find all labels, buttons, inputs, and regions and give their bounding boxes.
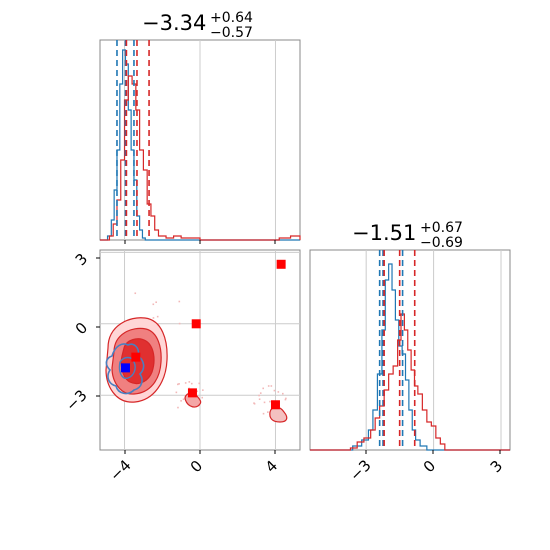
sample-point	[152, 317, 155, 319]
marker-square	[131, 352, 141, 362]
sample-point	[253, 402, 255, 404]
contour-blue-inner	[118, 356, 136, 379]
hist-panel-param1: −3.34 +0.64 −0.57	[99, 10, 301, 244]
sample-point	[182, 398, 185, 401]
sample-point	[284, 398, 287, 401]
sample-point	[258, 398, 261, 401]
hist2-title-plus: +0.67	[420, 220, 463, 236]
hist-panel-param2-quantiles	[378, 250, 416, 450]
hist-panel-param2-grid	[365, 250, 502, 450]
marker-square	[120, 363, 130, 373]
hist1-title-minus: −0.57	[210, 25, 253, 41]
marker-square	[191, 319, 201, 329]
sample-point	[156, 315, 159, 318]
sample-point	[152, 303, 155, 306]
hist-panel-param1-quantiles	[116, 40, 150, 240]
sample-point	[266, 411, 269, 413]
sample-point	[262, 387, 265, 390]
sample-point	[177, 406, 179, 409]
sample-point	[281, 392, 284, 395]
contour-blue	[105, 343, 145, 395]
sample-point	[175, 391, 178, 394]
sample-point	[188, 381, 191, 383]
hist-panel-param1-title: −3.34 +0.64 −0.57	[142, 10, 253, 41]
sample-point	[184, 382, 187, 384]
sample-point	[263, 401, 266, 404]
hist-panel-param2-title: −1.51 +0.67 −0.69	[352, 220, 463, 251]
hist1-title-main: −3.34	[142, 11, 206, 35]
sample-point	[270, 385, 273, 387]
scatter-panel-ticks	[96, 257, 276, 454]
sample-point	[180, 400, 182, 402]
marker-square	[276, 259, 286, 269]
sample-point	[178, 322, 181, 325]
sample-point	[178, 383, 180, 385]
sample-point	[269, 400, 271, 403]
sample-point	[277, 391, 280, 393]
hist2-title-minus: −0.69	[420, 235, 463, 251]
sample-point	[267, 385, 270, 387]
hist-panel-param1-xticks	[124, 240, 276, 244]
sample-point	[258, 394, 260, 397]
sample-point	[259, 392, 262, 394]
sample-point	[202, 389, 204, 391]
hist-panel-param2-frame	[309, 249, 511, 451]
hist1-series-1	[100, 75, 301, 241]
sample-point	[134, 292, 137, 295]
sample-point	[201, 396, 204, 399]
scatter-panel-2d: 3 0 −3 −4 0 4	[62, 249, 301, 485]
sample-point	[177, 383, 179, 386]
sample-point	[196, 390, 198, 393]
sample-point	[155, 301, 157, 304]
sample-point	[178, 300, 181, 303]
hist1-title-plus: +0.64	[210, 10, 253, 26]
hist-panel-param2-xticks	[365, 450, 501, 454]
sample-point	[262, 412, 265, 415]
hist2-title-main: −1.51	[352, 221, 416, 245]
marker-square	[187, 388, 197, 398]
sample-point	[198, 382, 201, 385]
sample-point	[190, 382, 193, 385]
sample-point	[273, 389, 276, 392]
sample-point	[285, 397, 287, 400]
marker-square	[270, 400, 280, 410]
scatter-panel-markers	[120, 259, 286, 410]
